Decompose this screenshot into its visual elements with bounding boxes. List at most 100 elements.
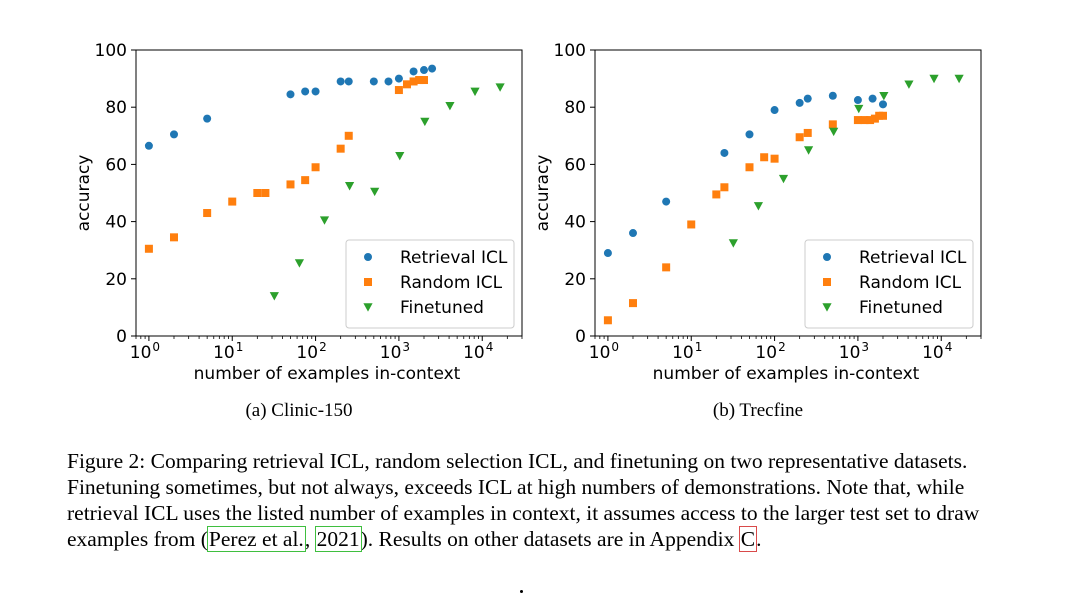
y-tick-label: 0 — [575, 327, 586, 347]
retrieval-icl-point — [603, 249, 612, 258]
x-tick-label: 104 — [463, 340, 493, 363]
random-icl-point — [712, 190, 721, 199]
citation-year-link[interactable]: 2021 — [314, 526, 362, 552]
random-icl-point — [336, 144, 345, 153]
legend: Retrieval ICL Random ICL Finetuned — [804, 239, 974, 329]
random-icl-point — [878, 111, 887, 120]
random-icl-point — [803, 128, 812, 137]
series-random-icl — [603, 111, 887, 325]
finetuned-point — [904, 80, 914, 89]
y-tick-label: 60 — [105, 155, 127, 175]
retrieval-icl-point — [384, 77, 393, 86]
random-icl-point — [203, 209, 212, 218]
finetuned-point — [778, 174, 789, 184]
y-tick-label: 20 — [105, 270, 127, 290]
legend-marker-random-icl — [364, 278, 372, 286]
subfigure-caption: (b) Trecfine — [713, 400, 803, 421]
retrieval-icl-point — [311, 87, 320, 96]
finetuned-point — [470, 87, 480, 97]
random-icl-point — [344, 131, 353, 140]
random-icl-point — [394, 86, 403, 95]
random-icl-point — [144, 244, 153, 253]
caption-text-end: . — [756, 527, 762, 551]
finetuned-point — [445, 101, 455, 111]
finetuned-point — [728, 239, 738, 248]
series-finetuned — [269, 83, 505, 301]
random-icl-point — [402, 80, 411, 89]
y-tick-label: 60 — [564, 155, 586, 175]
retrieval-icl-point — [745, 130, 754, 139]
finetuned-point — [753, 202, 764, 211]
y-tick-label: 100 — [95, 41, 127, 61]
legend-marker-retrieval-icl — [364, 253, 372, 261]
plot-frame — [135, 49, 523, 337]
y-tick-label: 100 — [554, 41, 586, 61]
random-icl-point — [828, 120, 837, 129]
series-random-icl — [144, 76, 428, 253]
random-icl-point — [662, 263, 671, 272]
random-icl-point — [603, 316, 612, 325]
legend-box — [804, 239, 974, 329]
random-icl-point — [419, 76, 428, 85]
retrieval-icl-point — [428, 64, 437, 73]
legend-label-finetuned: Finetuned — [400, 298, 484, 318]
retrieval-icl-point — [803, 94, 812, 103]
retrieval-icl-point — [144, 141, 153, 150]
random-icl-point — [866, 116, 875, 125]
x-tick-label: 103 — [839, 340, 869, 363]
random-icl-point — [687, 220, 696, 229]
retrieval-icl-point — [169, 130, 178, 139]
random-icl-point — [311, 163, 320, 172]
finetuned-point — [803, 146, 814, 155]
random-icl-point — [415, 76, 424, 85]
appendix-link[interactable]: C — [738, 526, 758, 552]
random-icl-point — [301, 176, 310, 185]
retrieval-icl-point — [369, 77, 378, 86]
series-retrieval-icl — [144, 64, 437, 150]
legend-marker-finetuned — [363, 303, 373, 312]
y-tick-label: 40 — [105, 213, 127, 233]
x-axis-label: number of examples in-context — [194, 364, 461, 384]
random-icl-point — [286, 180, 295, 189]
retrieval-icl-point — [878, 100, 887, 109]
finetuned-point — [294, 259, 305, 268]
finetuned-point — [495, 83, 505, 92]
retrieval-icl-point — [662, 197, 671, 206]
retrieval-icl-point — [720, 148, 729, 157]
random-icl-point — [628, 299, 637, 308]
subfigure-caption: (a) Clinic-150 — [245, 400, 352, 421]
random-icl-point — [261, 189, 270, 197]
legend-box — [345, 239, 515, 329]
finetuned-point — [370, 187, 380, 197]
legend-marker-random-icl — [823, 278, 831, 286]
y-tick-label: 40 — [564, 213, 586, 233]
series-finetuned — [728, 74, 964, 248]
x-tick-label: 100 — [130, 340, 160, 363]
x-tick-label: 104 — [922, 340, 952, 363]
legend-label-finetuned: Finetuned — [859, 298, 943, 318]
random-icl-point — [720, 183, 729, 192]
random-icl-point — [870, 114, 879, 123]
page-dot — [520, 590, 523, 593]
retrieval-icl-point — [203, 114, 212, 123]
y-tick-label: 20 — [564, 270, 586, 290]
x-tick-label: 100 — [589, 340, 619, 363]
y-tick-label: 0 — [116, 327, 127, 347]
retrieval-icl-point — [853, 96, 862, 105]
citation-author-link[interactable]: Perez et al. — [206, 526, 306, 552]
random-icl-point — [228, 197, 237, 206]
finetuned-point — [319, 216, 330, 225]
retrieval-icl-point — [828, 91, 837, 100]
retrieval-icl-point — [336, 77, 345, 86]
y-tick-label: 80 — [564, 98, 586, 118]
legend-label-retrieval-icl: Retrieval ICL — [859, 248, 967, 268]
random-icl-point — [169, 233, 178, 242]
caption-text: Figure 2: Comparing retrieval ICL, rando… — [67, 449, 980, 551]
figure-caption: Figure 2: Comparing retrieval ICL, rando… — [67, 448, 1002, 552]
random-icl-point — [853, 116, 862, 125]
retrieval-icl-point — [344, 77, 353, 86]
y-axis-label: accuracy — [74, 155, 94, 232]
finetuned-point — [395, 152, 405, 161]
